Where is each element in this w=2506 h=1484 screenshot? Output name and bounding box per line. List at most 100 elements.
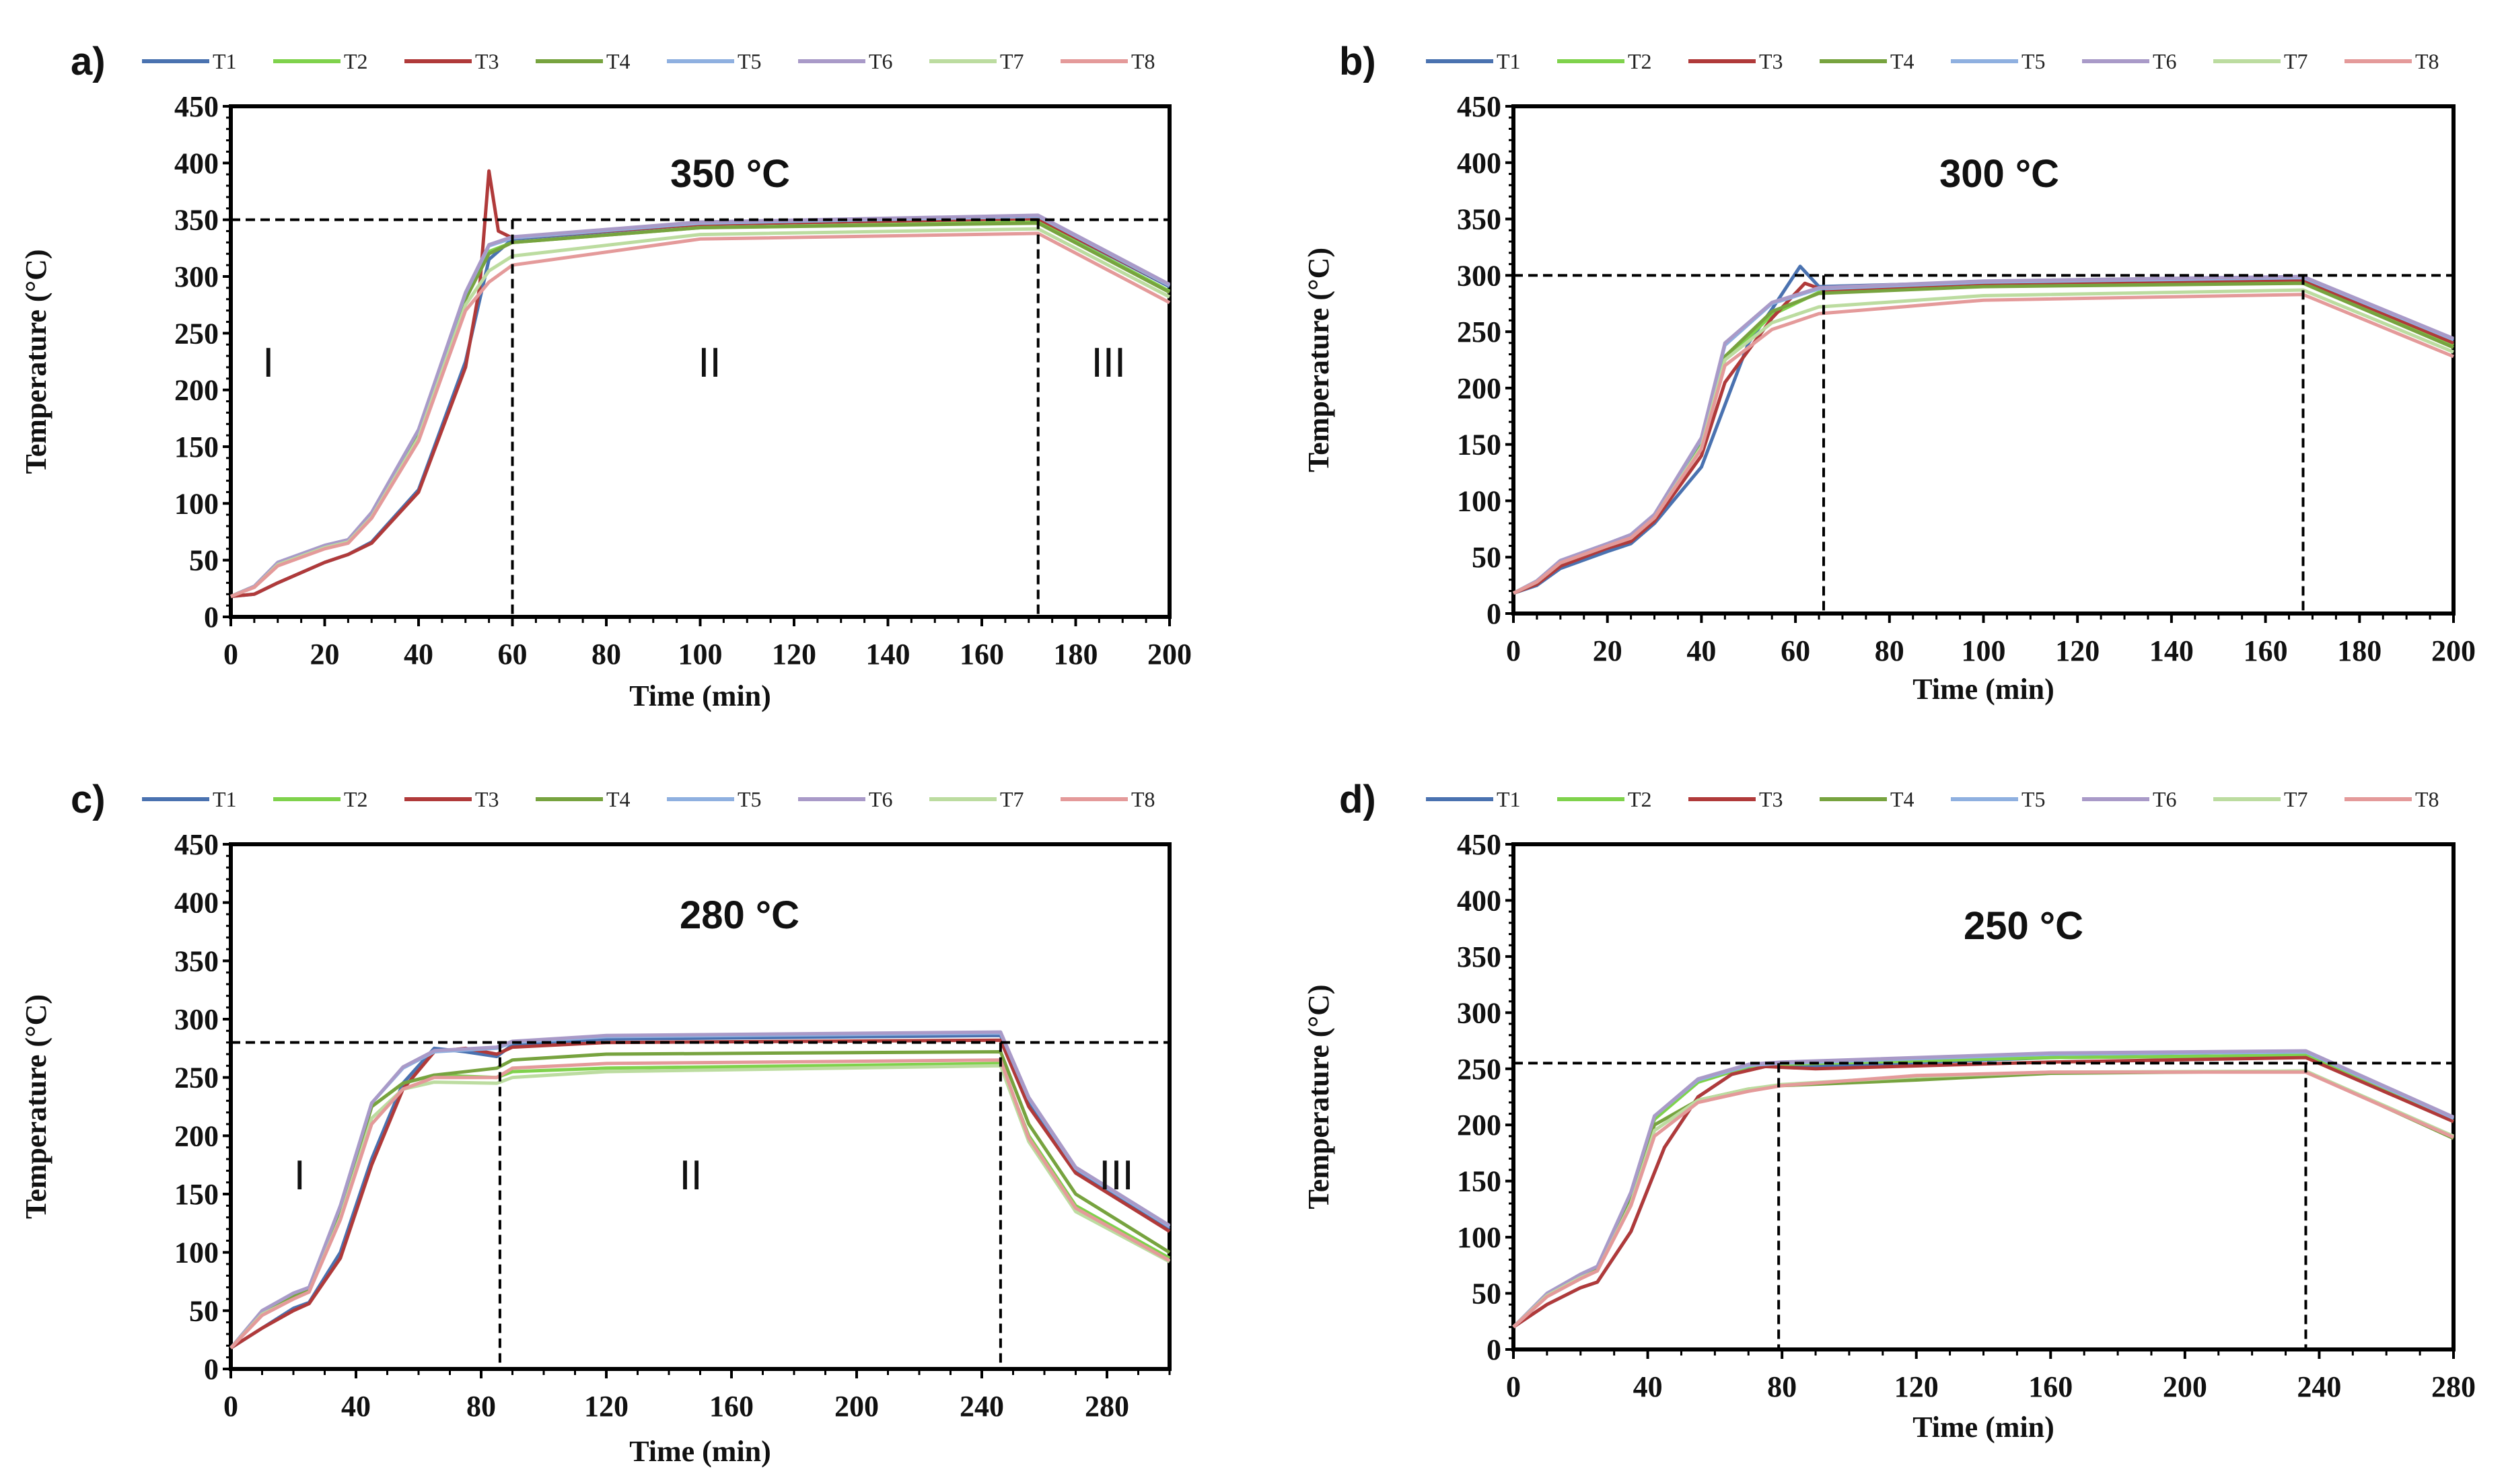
y-tick-label: 0 bbox=[204, 601, 219, 634]
x-axis-title: Time (min) bbox=[629, 1435, 771, 1468]
legend-label-T7: T7 bbox=[2284, 787, 2308, 811]
y-tick-label: 100 bbox=[1457, 1221, 1501, 1254]
x-tick-label: 160 bbox=[709, 1390, 754, 1423]
region-label-II: II bbox=[679, 1152, 702, 1199]
chart-title: 300 °C bbox=[1939, 152, 2059, 196]
chart-panel-d: d) T1 T2 T3 T4 T5 T6 T7 T8 0 50 100 150 200 250 300 350 4… bbox=[1302, 778, 2476, 1444]
y-tick-label: 300 bbox=[1457, 996, 1501, 1029]
y-tick-label: 150 bbox=[1457, 1165, 1501, 1198]
series-line-T2 bbox=[1512, 1053, 2455, 1329]
y-tick-label: 350 bbox=[174, 944, 219, 977]
y-axis-title: Temperature (°C) bbox=[20, 249, 52, 474]
legend-label-T6: T6 bbox=[2153, 787, 2177, 811]
y-tick-label: 150 bbox=[174, 1178, 219, 1211]
series-line-T3 bbox=[1513, 278, 2454, 595]
legend: T1 T2 T3 T4 T5 T6 T7 T8 bbox=[1426, 787, 2439, 811]
x-tick-label: 280 bbox=[1085, 1390, 1129, 1423]
x-tick-label: 0 bbox=[223, 638, 238, 671]
chart-title: 250 °C bbox=[1964, 904, 2083, 948]
x-tick-label: 120 bbox=[772, 638, 816, 671]
x-tick-label: 0 bbox=[1506, 1370, 1521, 1403]
y-tick-label: 0 bbox=[1487, 597, 1501, 630]
legend-label-T1: T1 bbox=[213, 49, 237, 73]
region-label-II: II bbox=[698, 340, 721, 386]
y-tick-label: 350 bbox=[174, 204, 219, 237]
legend-label-T4: T4 bbox=[1890, 49, 1914, 73]
region-label-I: I bbox=[294, 1152, 306, 1199]
legend-label-T3: T3 bbox=[1759, 49, 1783, 73]
x-tick-label: 120 bbox=[1894, 1370, 1939, 1403]
y-tick-label: 200 bbox=[1457, 372, 1501, 405]
y-axis-title: Temperature (°C) bbox=[20, 994, 52, 1219]
x-tick-label: 60 bbox=[498, 638, 528, 671]
series-line-T2 bbox=[1512, 279, 2454, 595]
legend-label-T5: T5 bbox=[738, 787, 762, 811]
series-line-T8 bbox=[230, 231, 1171, 598]
y-tick-label: 100 bbox=[1457, 484, 1501, 517]
y-tick-label: 450 bbox=[174, 828, 219, 861]
y-tick-label: 150 bbox=[174, 431, 219, 463]
series-line-T1 bbox=[230, 217, 1171, 599]
legend-label-T8: T8 bbox=[2415, 787, 2439, 811]
x-tick-label: 280 bbox=[2431, 1370, 2476, 1403]
legend-label-T8: T8 bbox=[1131, 49, 1155, 73]
x-tick-label: 160 bbox=[2244, 634, 2288, 667]
legend-label-T6: T6 bbox=[2153, 49, 2177, 73]
x-axis-title: Time (min) bbox=[1912, 673, 2054, 706]
y-tick-label: 50 bbox=[189, 544, 219, 577]
region-label-III: III bbox=[1099, 1152, 1134, 1199]
x-tick-label: 140 bbox=[866, 638, 910, 671]
panel-label: c) bbox=[71, 778, 106, 821]
x-tick-label: 0 bbox=[223, 1390, 238, 1423]
y-tick-label: 250 bbox=[174, 317, 219, 350]
y-tick-label: 400 bbox=[174, 887, 219, 920]
legend-label-T2: T2 bbox=[1628, 49, 1652, 73]
y-tick-label: 200 bbox=[1457, 1109, 1501, 1142]
y-tick-label: 100 bbox=[174, 1236, 219, 1269]
y-tick-label: 350 bbox=[1457, 203, 1501, 236]
series-line-T4 bbox=[229, 1050, 1171, 1349]
series-line-T6 bbox=[229, 1030, 1171, 1349]
x-axis-title: Time (min) bbox=[629, 679, 771, 712]
x-tick-label: 0 bbox=[1506, 634, 1521, 667]
legend-label-T1: T1 bbox=[1497, 49, 1521, 73]
x-tick-label: 80 bbox=[1767, 1370, 1797, 1403]
x-tick-label: 40 bbox=[1633, 1370, 1663, 1403]
y-tick-label: 400 bbox=[1457, 147, 1501, 180]
y-tick-label: 300 bbox=[174, 1003, 219, 1036]
series-line-T6 bbox=[1512, 274, 2454, 595]
x-tick-label: 240 bbox=[2297, 1370, 2341, 1403]
x-tick-label: 120 bbox=[584, 1390, 629, 1423]
x-tick-label: 40 bbox=[1686, 634, 1716, 667]
x-tick-label: 40 bbox=[404, 638, 433, 671]
y-tick-label: 350 bbox=[1457, 940, 1501, 973]
y-tick-label: 450 bbox=[1457, 90, 1501, 123]
y-tick-label: 200 bbox=[174, 374, 219, 407]
chart-title: 280 °C bbox=[680, 893, 799, 937]
legend-label-T1: T1 bbox=[213, 787, 237, 811]
legend-label-T7: T7 bbox=[1000, 49, 1024, 73]
chart-panel-c: c) T1 T2 T3 T4 T5 T6 T7 T8 0 50 100 150 200 250 300 350 4… bbox=[20, 778, 1172, 1468]
x-tick-label: 40 bbox=[341, 1390, 371, 1423]
panel-label: d) bbox=[1339, 778, 1376, 821]
legend-label-T5: T5 bbox=[2021, 787, 2046, 811]
y-tick-label: 250 bbox=[174, 1062, 219, 1095]
x-tick-label: 20 bbox=[1593, 634, 1622, 667]
y-tick-label: 100 bbox=[174, 487, 219, 520]
y-tick-label: 250 bbox=[1457, 1053, 1501, 1086]
y-tick-label: 50 bbox=[1472, 541, 1501, 574]
legend-label-T4: T4 bbox=[1890, 787, 1914, 811]
y-axis-title: Temperature (°C) bbox=[1302, 984, 1335, 1209]
series-line-T4 bbox=[1512, 281, 2454, 595]
panel-label: b) bbox=[1339, 40, 1376, 83]
x-tick-label: 60 bbox=[1781, 634, 1810, 667]
x-tick-label: 180 bbox=[1054, 638, 1098, 671]
x-tick-label: 180 bbox=[2337, 634, 2382, 667]
region-label-I: I bbox=[262, 340, 274, 386]
y-tick-label: 50 bbox=[189, 1294, 219, 1327]
series-line-T8 bbox=[229, 1058, 1171, 1349]
legend-label-T2: T2 bbox=[344, 787, 368, 811]
series-line-T8 bbox=[1512, 1070, 2455, 1329]
series-line-T1 bbox=[1513, 264, 2454, 595]
x-tick-label: 80 bbox=[466, 1390, 496, 1423]
